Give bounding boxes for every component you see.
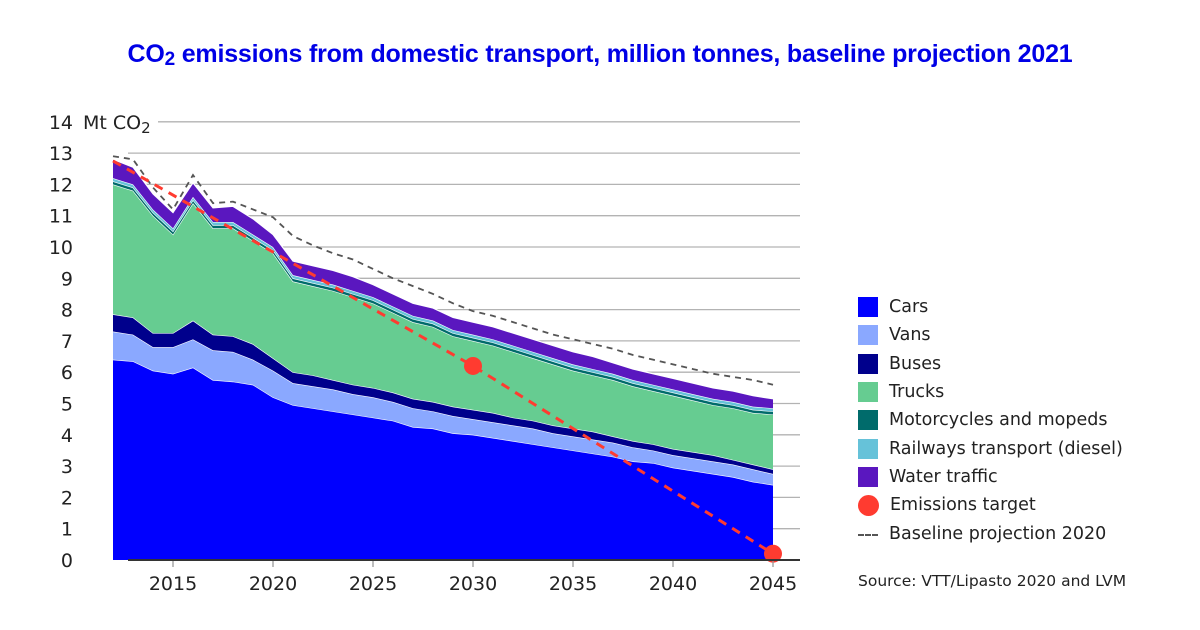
emissions-target-point <box>464 356 482 375</box>
x-tick-label: 2040 <box>649 573 697 595</box>
legend-dash-icon <box>858 533 878 536</box>
legend-item: Railways transport (diesel) <box>858 434 1123 462</box>
title-subscript: 2 <box>164 49 176 70</box>
title-rest: emissions from domestic transport, milli… <box>174 40 1073 68</box>
legend-label: Vans <box>889 325 931 346</box>
legend-item: Cars <box>858 293 1123 321</box>
y-tick-label: 8 <box>61 300 73 322</box>
y-tick-label: 9 <box>61 268 73 290</box>
chart-title: CO2 emissions from domestic transport, m… <box>0 40 1200 71</box>
area-edge <box>112 158 774 400</box>
y-tick-label: 7 <box>61 331 73 353</box>
legend-swatch-icon <box>858 297 878 318</box>
y-tick-label: 13 <box>49 143 73 165</box>
legend-swatch-icon <box>858 438 878 459</box>
y-tick-label: 11 <box>49 206 73 228</box>
area-cars <box>113 359 773 560</box>
y-tick-label: 0 <box>61 550 73 572</box>
legend: Cars Vans Buses Trucks Motorcycles and moped… <box>858 293 1123 548</box>
x-tick-label: 2015 <box>149 573 197 595</box>
baseline-2020-line <box>112 155 774 386</box>
legend-label: Buses <box>889 353 942 374</box>
axes: 2015 2020 2025 2030 2035 2040 2045 <box>128 559 800 595</box>
legend-label: Baseline projection 2020 <box>889 523 1107 544</box>
legend-label: Emissions target <box>890 495 1036 516</box>
y-tick-label: 2 <box>61 487 73 509</box>
y-tick-label: 3 <box>61 456 73 478</box>
emissions-target-point <box>764 544 782 563</box>
area-trucks <box>113 184 773 470</box>
legend-label: Cars <box>889 297 929 318</box>
legend-item: Motorcycles and mopeds <box>858 406 1123 434</box>
y-tick-label: 1 <box>61 519 73 541</box>
y-axis-unit-label: Mt CO2 <box>83 112 151 137</box>
area-buses <box>113 314 773 474</box>
legend-item: Buses <box>858 350 1123 378</box>
legend-label: Motorcycles and mopeds <box>889 410 1108 431</box>
stacked-areas <box>112 158 774 560</box>
legend-item: Baseline projection 2020 <box>858 519 1123 547</box>
title-prefix: CO <box>127 40 165 68</box>
y-tick-label: 6 <box>61 362 73 384</box>
legend-swatch-icon <box>858 325 878 346</box>
x-tick-label: 2030 <box>449 573 497 595</box>
x-tick-label: 2035 <box>549 573 597 595</box>
y-tick-label: 12 <box>49 174 73 196</box>
y-tick-label: 14 <box>49 112 73 134</box>
y-tick-label: 5 <box>61 394 73 416</box>
legend-item: Trucks <box>858 378 1123 406</box>
legend-item: Vans <box>858 321 1123 349</box>
area-vans <box>113 331 773 485</box>
x-tick-label: 2020 <box>249 573 297 595</box>
y-tick-label: 10 <box>49 237 73 259</box>
x-tick-label: 2025 <box>349 573 397 595</box>
source-note: Source: VTT/Lipasto 2020 and LVM <box>858 572 1127 590</box>
legend-label: Water traffic <box>889 466 998 487</box>
legend-label: Railways transport (diesel) <box>889 438 1123 459</box>
x-tick-label: 2045 <box>749 573 797 595</box>
legend-item: Emissions target <box>858 491 1123 519</box>
legend-swatch-icon <box>858 466 878 487</box>
legend-swatch-icon <box>858 382 878 403</box>
legend-label: Trucks <box>889 382 945 403</box>
overlay-lines <box>112 155 782 563</box>
legend-item: Water traffic <box>858 463 1123 491</box>
legend-swatch-icon <box>858 353 878 374</box>
legend-dot-icon <box>858 494 879 516</box>
y-tick-label: 4 <box>61 425 73 447</box>
legend-swatch-icon <box>858 410 878 431</box>
